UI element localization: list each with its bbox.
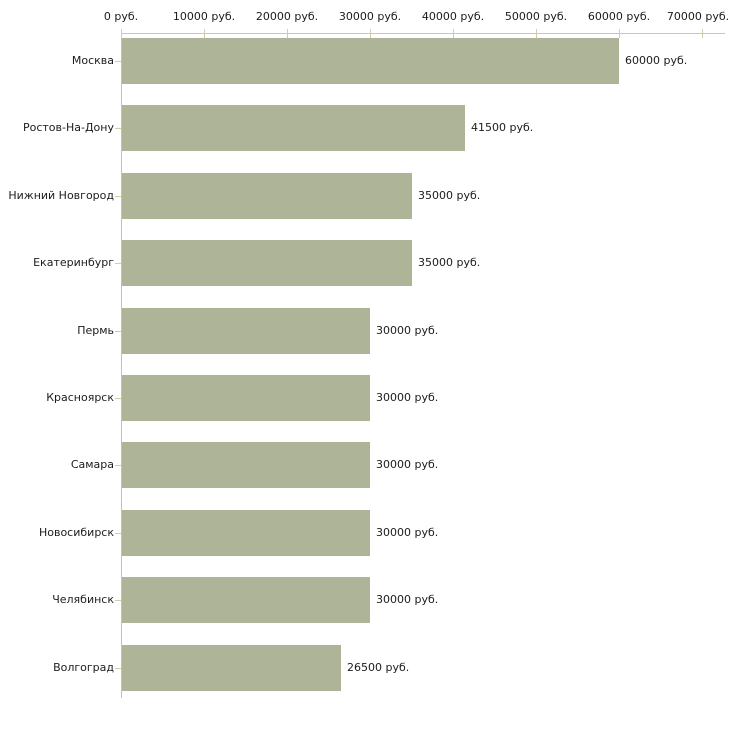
bar <box>122 375 370 421</box>
bar <box>122 38 619 84</box>
value-label: 30000 руб. <box>376 324 439 337</box>
y-axis-line <box>121 33 122 698</box>
category-tick <box>115 61 121 62</box>
bar <box>122 308 370 354</box>
bar <box>122 577 370 623</box>
x-tick-label: 0 руб. <box>103 10 139 23</box>
category-label: Красноярск <box>46 391 114 404</box>
x-tick <box>619 29 620 38</box>
x-tick <box>370 29 371 38</box>
category-label: Челябинск <box>52 593 114 606</box>
x-tick <box>287 29 288 38</box>
value-label: 30000 руб. <box>376 593 439 606</box>
x-tick-label: 40000 руб. <box>421 10 485 23</box>
x-tick-label: 70000 руб. <box>666 10 730 23</box>
category-label: Новосибирск <box>38 526 114 539</box>
value-label: 41500 руб. <box>471 121 534 134</box>
category-tick <box>115 263 121 264</box>
value-label: 35000 руб. <box>418 189 481 202</box>
bar <box>122 442 370 488</box>
value-label: 26500 руб. <box>347 661 410 674</box>
x-tick-label: 10000 руб. <box>172 10 236 23</box>
category-tick <box>115 398 121 399</box>
category-tick <box>115 331 121 332</box>
x-tick <box>204 29 205 38</box>
category-tick <box>115 465 121 466</box>
bar <box>122 645 341 691</box>
category-tick <box>115 600 121 601</box>
value-label: 30000 руб. <box>376 458 439 471</box>
category-label: Пермь <box>77 324 114 337</box>
x-tick-label: 30000 руб. <box>338 10 402 23</box>
x-tick-label: 60000 руб. <box>587 10 651 23</box>
category-label: Ростов-На-Дону <box>22 121 114 134</box>
bar <box>122 105 465 151</box>
category-tick <box>115 128 121 129</box>
x-tick <box>536 29 537 38</box>
category-label: Москва <box>71 54 114 67</box>
category-label: Волгоград <box>53 661 114 674</box>
category-label: Самара <box>70 458 114 471</box>
x-tick <box>702 29 703 38</box>
x-axis-line <box>121 33 725 34</box>
category-label: Нижний Новгород <box>8 189 114 202</box>
x-tick-label: 50000 руб. <box>504 10 568 23</box>
value-label: 60000 руб. <box>625 54 688 67</box>
value-label: 30000 руб. <box>376 526 439 539</box>
x-tick-label: 20000 руб. <box>255 10 319 23</box>
x-tick <box>121 29 122 38</box>
value-label: 30000 руб. <box>376 391 439 404</box>
category-tick <box>115 196 121 197</box>
x-tick <box>453 29 454 38</box>
category-tick <box>115 533 121 534</box>
bar <box>122 173 412 219</box>
value-label: 35000 руб. <box>418 256 481 269</box>
bar <box>122 510 370 556</box>
category-label: Екатеринбург <box>33 256 114 269</box>
category-tick <box>115 668 121 669</box>
bar <box>122 240 412 286</box>
